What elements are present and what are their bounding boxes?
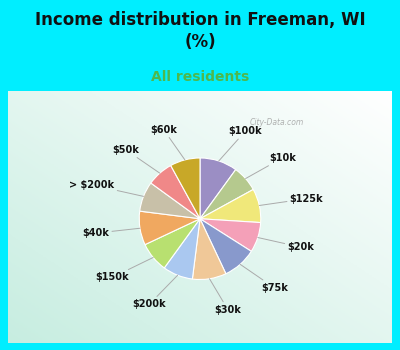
Text: $40k: $40k — [82, 228, 140, 238]
Wedge shape — [145, 219, 200, 268]
Text: $50k: $50k — [112, 145, 160, 173]
Wedge shape — [164, 219, 200, 279]
Text: $10k: $10k — [246, 153, 296, 178]
Wedge shape — [171, 158, 200, 219]
Text: $20k: $20k — [258, 238, 314, 252]
Text: City-Data.com: City-Data.com — [250, 118, 304, 127]
Wedge shape — [200, 170, 253, 219]
Text: $200k: $200k — [132, 275, 178, 309]
Wedge shape — [139, 211, 200, 245]
Wedge shape — [151, 166, 200, 219]
Text: $125k: $125k — [259, 194, 323, 205]
Text: $150k: $150k — [96, 258, 153, 282]
Wedge shape — [140, 183, 200, 219]
Text: All residents: All residents — [151, 70, 249, 84]
Wedge shape — [200, 219, 251, 274]
Wedge shape — [200, 219, 261, 251]
Text: Income distribution in Freeman, WI
(%): Income distribution in Freeman, WI (%) — [35, 10, 365, 51]
Wedge shape — [192, 219, 226, 280]
Wedge shape — [200, 189, 261, 223]
Text: $75k: $75k — [240, 264, 288, 293]
Text: $60k: $60k — [150, 125, 185, 160]
Wedge shape — [200, 158, 236, 219]
Text: $100k: $100k — [219, 126, 262, 161]
Text: $30k: $30k — [210, 279, 241, 315]
Text: > $200k: > $200k — [70, 180, 144, 196]
